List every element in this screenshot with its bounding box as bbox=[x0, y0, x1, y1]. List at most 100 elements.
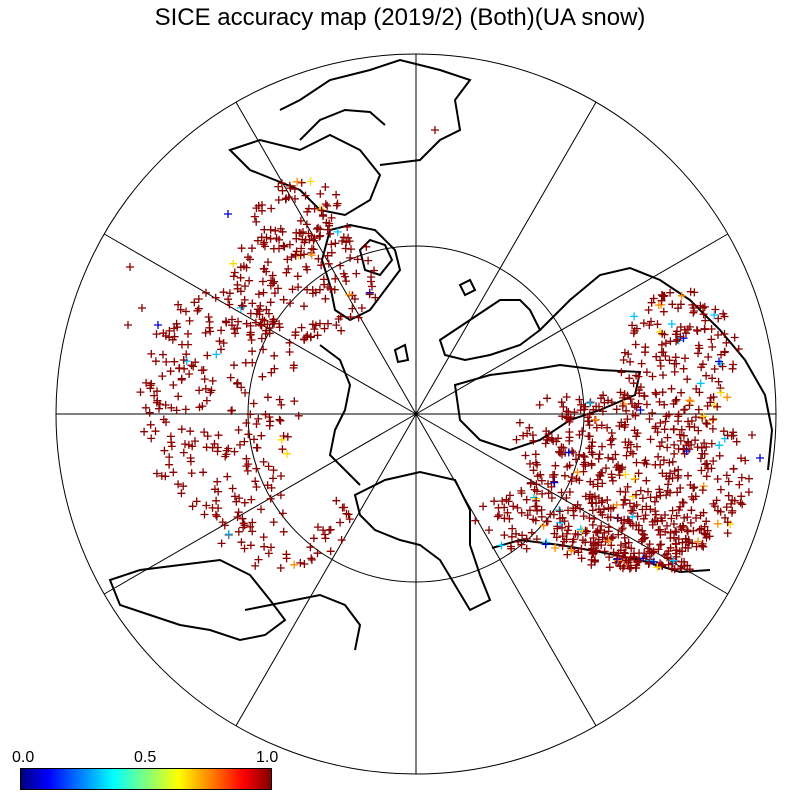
accuracy-marker bbox=[345, 290, 354, 299]
accuracy-marker bbox=[347, 245, 355, 254]
accuracy-marker bbox=[526, 459, 534, 468]
accuracy-marker bbox=[270, 351, 279, 360]
accuracy-marker bbox=[598, 479, 607, 488]
accuracy-marker bbox=[343, 223, 352, 231]
accuracy-marker bbox=[707, 439, 716, 448]
accuracy-marker bbox=[674, 412, 683, 421]
accuracy-marker bbox=[313, 549, 322, 558]
accuracy-marker bbox=[667, 564, 676, 573]
accuracy-marker bbox=[581, 402, 590, 411]
accuracy-marker bbox=[617, 368, 626, 377]
accuracy-marker bbox=[549, 471, 557, 479]
accuracy-marker bbox=[702, 459, 711, 468]
accuracy-marker bbox=[648, 409, 657, 417]
accuracy-marker bbox=[257, 321, 266, 330]
accuracy-marker bbox=[357, 304, 366, 312]
accuracy-marker bbox=[247, 336, 256, 344]
accuracy-marker bbox=[340, 503, 349, 512]
accuracy-marker bbox=[672, 359, 681, 368]
accuracy-marker bbox=[352, 269, 361, 278]
accuracy-marker bbox=[672, 395, 681, 404]
accuracy-marker bbox=[604, 537, 613, 546]
accuracy-marker bbox=[559, 443, 568, 452]
accuracy-marker bbox=[621, 488, 630, 496]
accuracy-marker bbox=[200, 510, 209, 519]
accuracy-marker bbox=[720, 348, 729, 357]
accuracy-marker bbox=[497, 541, 506, 550]
accuracy-marker bbox=[291, 194, 299, 203]
meridian-line bbox=[415, 101, 597, 415]
accuracy-marker bbox=[661, 527, 670, 536]
accuracy-marker bbox=[277, 400, 286, 409]
accuracy-marker bbox=[668, 457, 677, 466]
accuracy-marker bbox=[621, 543, 630, 552]
accuracy-marker bbox=[565, 436, 574, 445]
accuracy-marker bbox=[637, 359, 646, 368]
coastline-path bbox=[319, 344, 361, 486]
accuracy-marker bbox=[628, 410, 637, 419]
accuracy-marker bbox=[729, 431, 738, 440]
accuracy-marker bbox=[203, 351, 212, 360]
accuracy-marker bbox=[316, 189, 325, 198]
accuracy-marker bbox=[708, 343, 717, 351]
accuracy-marker bbox=[321, 200, 330, 209]
accuracy-marker bbox=[683, 375, 692, 384]
accuracy-marker bbox=[283, 449, 291, 458]
accuracy-marker bbox=[159, 350, 167, 359]
accuracy-marker bbox=[720, 330, 729, 338]
accuracy-marker bbox=[562, 413, 571, 422]
accuracy-marker bbox=[547, 435, 556, 444]
accuracy-marker bbox=[531, 450, 540, 459]
colorbar-max-label: 1.0 bbox=[256, 749, 279, 766]
accuracy-marker bbox=[146, 420, 155, 429]
accuracy-marker bbox=[673, 335, 682, 344]
accuracy-marker bbox=[565, 488, 574, 496]
meridian-line bbox=[103, 413, 417, 595]
accuracy-marker bbox=[710, 502, 719, 511]
accuracy-marker bbox=[182, 307, 190, 316]
accuracy-marker bbox=[644, 544, 652, 553]
accuracy-marker bbox=[701, 530, 710, 539]
accuracy-marker bbox=[684, 417, 692, 426]
accuracy-marker bbox=[517, 486, 526, 495]
accuracy-marker bbox=[573, 530, 582, 539]
accuracy-marker bbox=[248, 299, 257, 308]
accuracy-marker bbox=[151, 427, 160, 436]
accuracy-marker bbox=[679, 431, 688, 440]
accuracy-marker bbox=[319, 526, 328, 535]
accuracy-marker bbox=[185, 370, 194, 378]
accuracy-marker bbox=[682, 447, 691, 455]
accuracy-marker bbox=[240, 295, 249, 304]
accuracy-marker bbox=[634, 469, 643, 478]
accuracy-marker bbox=[702, 371, 711, 380]
accuracy-marker bbox=[246, 309, 255, 318]
accuracy-marker bbox=[607, 473, 616, 482]
accuracy-marker bbox=[289, 363, 298, 372]
accuracy-marker bbox=[640, 458, 649, 467]
accuracy-marker bbox=[700, 325, 709, 334]
accuracy-marker bbox=[294, 283, 303, 292]
accuracy-marker bbox=[565, 428, 574, 436]
accuracy-marker bbox=[217, 539, 226, 548]
accuracy-marker bbox=[314, 223, 323, 232]
accuracy-marker bbox=[604, 396, 612, 405]
accuracy-marker bbox=[537, 505, 546, 514]
accuracy-marker bbox=[279, 432, 288, 440]
accuracy-marker bbox=[666, 288, 675, 297]
accuracy-marker bbox=[508, 524, 517, 533]
accuracy-marker bbox=[683, 513, 692, 522]
accuracy-marker bbox=[297, 323, 306, 332]
accuracy-marker bbox=[623, 482, 632, 491]
accuracy-marker bbox=[274, 196, 283, 204]
accuracy-marker bbox=[208, 443, 217, 452]
accuracy-marker bbox=[689, 495, 698, 504]
accuracy-marker bbox=[683, 527, 692, 536]
accuracy-marker bbox=[641, 343, 650, 352]
accuracy-marker bbox=[345, 515, 354, 524]
accuracy-marker bbox=[589, 541, 598, 550]
accuracy-marker bbox=[634, 557, 643, 566]
accuracy-marker bbox=[314, 254, 323, 263]
accuracy-marker bbox=[664, 410, 673, 419]
accuracy-marker bbox=[150, 391, 159, 400]
accuracy-marker bbox=[623, 515, 632, 524]
